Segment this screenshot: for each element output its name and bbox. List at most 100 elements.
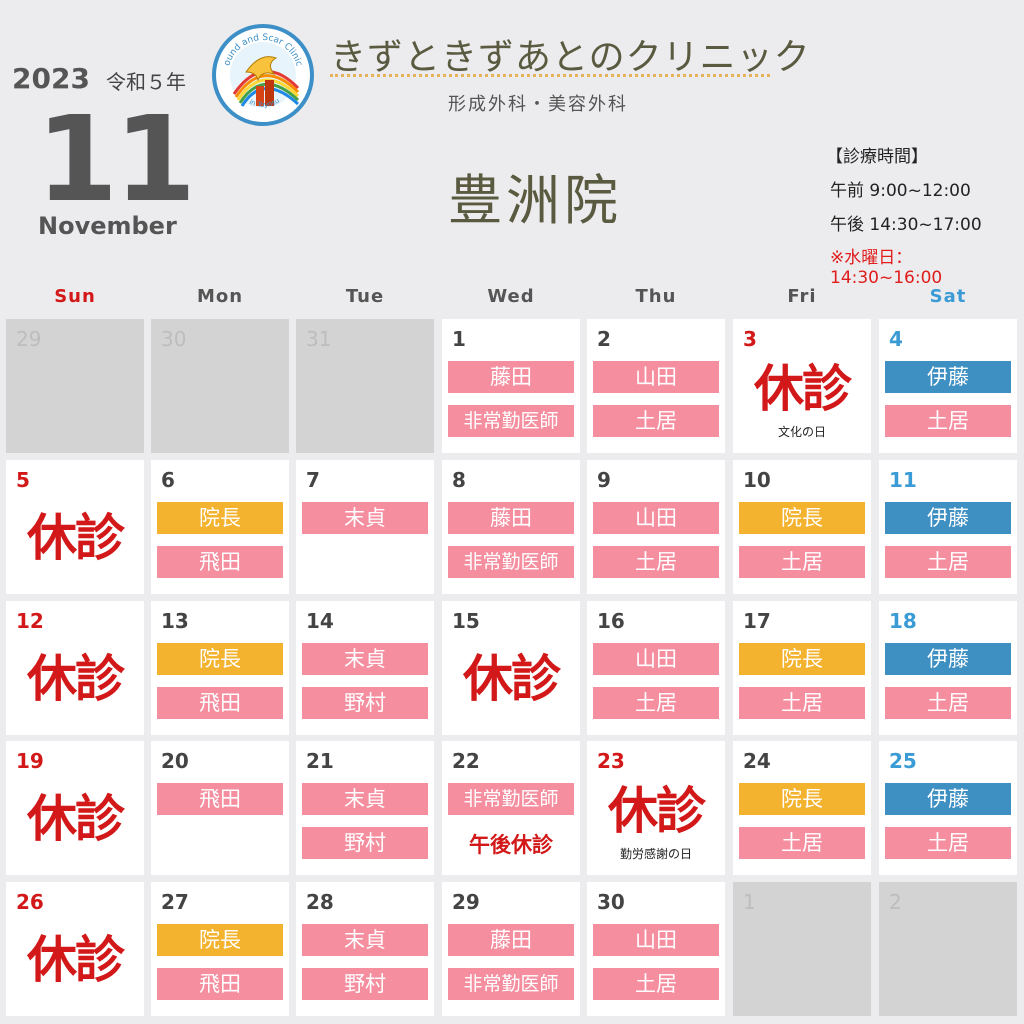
calendar-day-cell: 25 伊藤 土居 xyxy=(879,741,1017,875)
calendar-day-cell: 28 末貞野村 xyxy=(296,882,434,1016)
weekday-mon: Mon xyxy=(196,286,244,307)
doctor-tag: 野村 xyxy=(302,687,428,719)
weekday-thu: Thu xyxy=(635,286,677,307)
doctor-tag: 飛田 xyxy=(157,968,283,1000)
doctor-tag: 飛田 xyxy=(157,687,283,719)
day-number: 15 xyxy=(452,609,480,633)
day-number: 4 xyxy=(889,327,903,351)
calendar-day-cell: 7 末貞 xyxy=(296,460,434,594)
era-label: 令和５年 xyxy=(106,70,186,94)
day-number: 27 xyxy=(161,890,189,914)
hours-title: 【診療時間】 xyxy=(826,147,928,167)
day-number: 26 xyxy=(16,890,44,914)
day-number: 13 xyxy=(161,609,189,633)
day-number: 3 xyxy=(743,327,757,351)
holiday-note: 文化の日 xyxy=(777,425,826,439)
doctor-tag: 土居 xyxy=(885,827,1011,859)
day-number: 19 xyxy=(16,749,44,773)
calendar-day-cell: 23 休診 勤労感謝の日 xyxy=(587,741,725,875)
clinic-name: きずときずあとのクリニック xyxy=(330,37,811,78)
doctor-tag: 末貞 xyxy=(302,502,428,534)
doctor-tag: 山田 xyxy=(593,502,719,534)
doctor-tag: 山田 xyxy=(593,361,719,393)
hours-morning: 午前 9:00~12:00 xyxy=(830,181,971,201)
month-name: November xyxy=(38,212,177,240)
day-number: 2 xyxy=(889,890,902,914)
doctor-tag: 藤田 xyxy=(448,361,574,393)
month-number: 11 xyxy=(36,90,196,228)
doctor-tag: 院長 xyxy=(157,643,283,675)
doctor-tag: 院長 xyxy=(739,643,865,675)
doctor-tag: 土居 xyxy=(885,546,1011,578)
bird-rainbow-icon: ound and Scar Clinic in Toyosu xyxy=(222,33,303,109)
day-number: 12 xyxy=(16,609,44,633)
calendar-day-cell: 6 院長飛田 xyxy=(151,460,289,594)
dotted-divider xyxy=(330,74,770,77)
doctor-tag: 非常勤医師 xyxy=(448,405,574,437)
calendar-day-cell: 29 藤田 非常勤医師 xyxy=(442,882,580,1016)
doctor-tag: 伊藤 xyxy=(885,502,1011,534)
day-number: 22 xyxy=(452,749,480,773)
day-number: 14 xyxy=(306,609,334,633)
doctor-tag: 山田 xyxy=(593,643,719,675)
doctor-tag: 非常勤医師 xyxy=(448,783,574,815)
calendar-day-cell: 1 xyxy=(733,882,871,1016)
day-number: 30 xyxy=(161,327,187,351)
doctor-tag: 土居 xyxy=(885,405,1011,437)
doctor-tag: 野村 xyxy=(302,827,428,859)
calendar-day-cell: 22 非常勤医師午後休診 xyxy=(442,741,580,875)
weekday-wed: Wed xyxy=(487,286,535,307)
calendar-day-cell: 11 伊藤 土居 xyxy=(879,460,1017,594)
calendar-day-cell: 17 院長土居 xyxy=(733,601,871,735)
doctor-tag: 飛田 xyxy=(157,546,283,578)
doctor-tag: 院長 xyxy=(157,502,283,534)
day-number: 23 xyxy=(597,749,625,773)
branch-name: 豊洲院 xyxy=(448,169,622,232)
weekday-fri: Fri xyxy=(787,286,817,307)
day-number: 18 xyxy=(889,609,917,633)
weekday-tue: Tue xyxy=(345,286,385,307)
day-number: 5 xyxy=(16,468,30,492)
calendar-day-cell: 8 藤田 非常勤医師 xyxy=(442,460,580,594)
closed-label: 休診 xyxy=(27,931,125,989)
calendar-day-cell: 1 藤田 非常勤医師 xyxy=(442,319,580,453)
doctor-tag: 野村 xyxy=(302,968,428,1000)
day-number: 28 xyxy=(306,890,334,914)
doctor-tag: 山田 xyxy=(593,924,719,956)
calendar-day-cell: 2 xyxy=(879,882,1017,1016)
day-number: 17 xyxy=(743,609,771,633)
calendar-day-cell: 4 伊藤土居 xyxy=(879,319,1017,453)
closed-label: 休診 xyxy=(27,509,125,567)
calendar-day-cell: 26 休診 xyxy=(6,882,144,1016)
doctor-tag: 非常勤医師 xyxy=(448,968,574,1000)
afternoon-closed-label: 午後休診 xyxy=(469,833,553,857)
calendar-day-cell: 3 休診文化の日 xyxy=(733,319,871,453)
day-number: 6 xyxy=(161,468,175,492)
calendar-day-cell: 18 伊藤 土居 xyxy=(879,601,1017,735)
doctor-tag: 伊藤 xyxy=(885,361,1011,393)
calendar-day-cell: 16 山田 土居 xyxy=(587,601,725,735)
doctor-tag: 土居 xyxy=(739,687,865,719)
closed-label: 休診 xyxy=(27,650,125,708)
closed-label: 休診 xyxy=(754,360,852,418)
day-number: 1 xyxy=(743,890,756,914)
doctor-tag: 院長 xyxy=(739,502,865,534)
calendar-day-cell: 15 休診 xyxy=(442,601,580,735)
calendar-day-cell: 27 院長 飛田 xyxy=(151,882,289,1016)
doctor-tag: 末貞 xyxy=(302,924,428,956)
day-number: 9 xyxy=(597,468,611,492)
day-number: 16 xyxy=(597,609,625,633)
calendar-day-cell: 20 飛田 xyxy=(151,741,289,875)
doctor-tag: 院長 xyxy=(739,783,865,815)
closed-label: 休診 xyxy=(463,650,561,708)
calendar-day-cell: 30 xyxy=(151,319,289,453)
clinic-logo: ound and Scar Clinic in Toyosu xyxy=(212,24,314,126)
day-number: 24 xyxy=(743,749,771,773)
doctor-tag: 藤田 xyxy=(448,502,574,534)
calendar-day-cell: 2 山田 土居 xyxy=(587,319,725,453)
hours-afternoon: 午後 14:30~17:00 xyxy=(830,215,982,235)
day-number: 2 xyxy=(597,327,611,351)
calendar-day-cell: 29 xyxy=(6,319,144,453)
day-number: 29 xyxy=(452,890,480,914)
day-number: 10 xyxy=(743,468,771,492)
